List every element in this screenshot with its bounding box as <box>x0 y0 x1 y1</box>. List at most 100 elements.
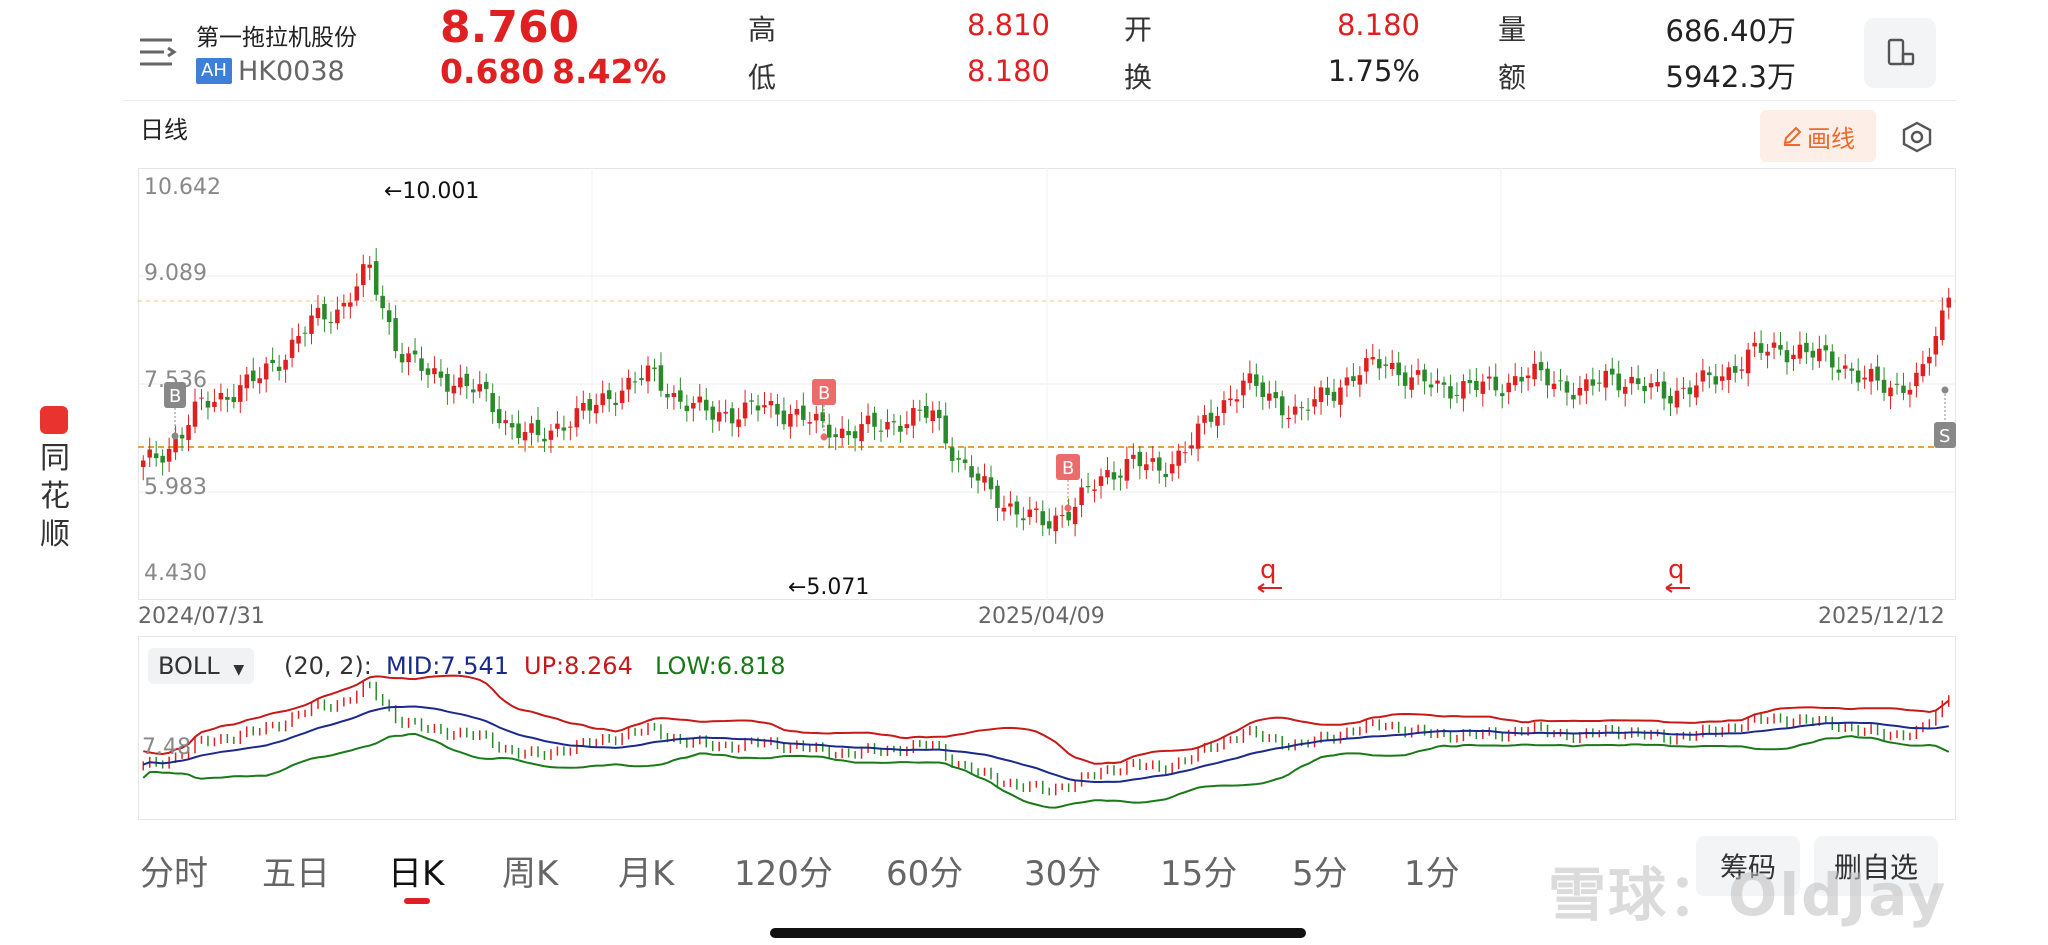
tab-5-min[interactable]: 5分 <box>1292 854 1348 894</box>
ah-badge[interactable]: AH <box>196 58 232 84</box>
svg-text:q: q <box>1260 555 1277 585</box>
candle <box>1946 287 1952 320</box>
candle <box>270 347 275 372</box>
candle <box>1778 332 1783 356</box>
candle <box>1124 446 1130 489</box>
candle <box>775 394 780 427</box>
candle <box>859 412 864 451</box>
candle <box>749 393 754 415</box>
candle <box>593 393 599 424</box>
candle <box>496 395 502 429</box>
menu-icon[interactable] <box>138 36 178 68</box>
candle <box>807 411 813 436</box>
tab-five-day[interactable]: 五日 <box>262 854 330 894</box>
candle <box>1001 495 1007 521</box>
event-marker[interactable]: q <box>1257 555 1282 593</box>
candle <box>1661 371 1667 411</box>
sell-marker[interactable]: S <box>1934 386 1956 449</box>
candle <box>1855 358 1861 392</box>
candle <box>613 392 618 417</box>
candle <box>1940 297 1945 346</box>
tab-intraday[interactable]: 分时 <box>140 854 208 894</box>
candle <box>1195 415 1201 462</box>
candle <box>1920 351 1926 383</box>
candle <box>1266 380 1272 409</box>
buy-marker[interactable]: B <box>164 382 186 440</box>
tab-15-min[interactable]: 15分 <box>1160 854 1238 894</box>
active-tab-indicator <box>404 898 430 904</box>
buy-marker[interactable]: B <box>812 379 836 441</box>
candle <box>1545 361 1550 399</box>
home-indicator[interactable] <box>770 928 1306 938</box>
candle <box>1085 472 1091 494</box>
device-rotate-button[interactable] <box>1864 18 1936 88</box>
candle <box>205 391 211 420</box>
candle <box>399 342 405 373</box>
candle <box>199 389 204 411</box>
candle <box>561 415 567 441</box>
hexagon-settings-icon[interactable] <box>1900 120 1934 154</box>
tab-120-min[interactable]: 120分 <box>734 854 833 894</box>
candle <box>438 359 444 387</box>
candle <box>703 388 709 421</box>
indicator-select[interactable]: BOLL ▼ <box>148 648 255 684</box>
tab-30-min[interactable]: 30分 <box>1024 854 1102 894</box>
candle <box>1629 366 1634 395</box>
candle <box>587 392 593 424</box>
tab-daily-k[interactable]: 日K <box>388 854 445 894</box>
candle <box>1499 384 1505 409</box>
tab-1-min[interactable]: 1分 <box>1404 854 1460 894</box>
candlestick-chart[interactable]: 10.642 9.089 7.536 5.983 4.430 ←10.001 ←… <box>138 168 1956 600</box>
candle <box>1247 360 1253 390</box>
candle <box>548 424 554 453</box>
tab-60-min[interactable]: 60分 <box>886 854 964 894</box>
candle <box>315 295 321 326</box>
candle <box>1312 386 1317 415</box>
candle <box>309 304 314 345</box>
candle <box>283 354 288 383</box>
candle <box>788 404 793 439</box>
candle <box>1590 367 1596 396</box>
candle <box>872 406 877 440</box>
candle <box>1040 500 1046 537</box>
candle <box>412 338 418 363</box>
amount-value: 5942.3万 <box>1665 60 1796 94</box>
candle <box>1881 367 1887 402</box>
candle <box>1558 368 1563 391</box>
candle <box>1700 358 1706 392</box>
candle <box>1344 367 1350 398</box>
candle <box>1836 356 1842 381</box>
candle <box>1228 385 1233 406</box>
candle <box>1758 330 1764 361</box>
candle <box>160 449 165 476</box>
candle <box>619 377 625 410</box>
draw-line-button[interactable]: 画线 <box>1760 110 1876 162</box>
candle <box>257 367 262 394</box>
candle <box>1176 443 1181 479</box>
candle <box>1079 478 1084 518</box>
candle <box>962 446 968 471</box>
chips-button[interactable]: 筹码 <box>1696 836 1800 896</box>
candle <box>166 437 172 473</box>
remove-watchlist-button[interactable]: 删自选 <box>1814 836 1938 896</box>
candle <box>173 425 178 460</box>
boll-indicator-chart[interactable]: 7.48 <box>138 636 1956 820</box>
candle <box>1862 365 1867 389</box>
tab-weekly-k[interactable]: 周K <box>502 854 559 894</box>
candle <box>147 437 152 468</box>
candle <box>1454 382 1460 404</box>
buy-marker[interactable]: B <box>1056 454 1080 512</box>
candle <box>1435 368 1440 393</box>
candle <box>1279 390 1285 429</box>
event-marker[interactable]: q <box>1665 555 1690 593</box>
x-label-end: 2025/12/12 <box>1818 604 1945 629</box>
candle <box>328 311 334 334</box>
buy-marker-label: B <box>169 386 181 407</box>
candle <box>716 400 722 431</box>
candle <box>1273 380 1279 409</box>
candle <box>1732 354 1738 383</box>
candle <box>231 383 237 409</box>
candle <box>289 327 295 368</box>
tab-monthly-k[interactable]: 月K <box>618 854 675 894</box>
candle <box>1927 348 1932 376</box>
